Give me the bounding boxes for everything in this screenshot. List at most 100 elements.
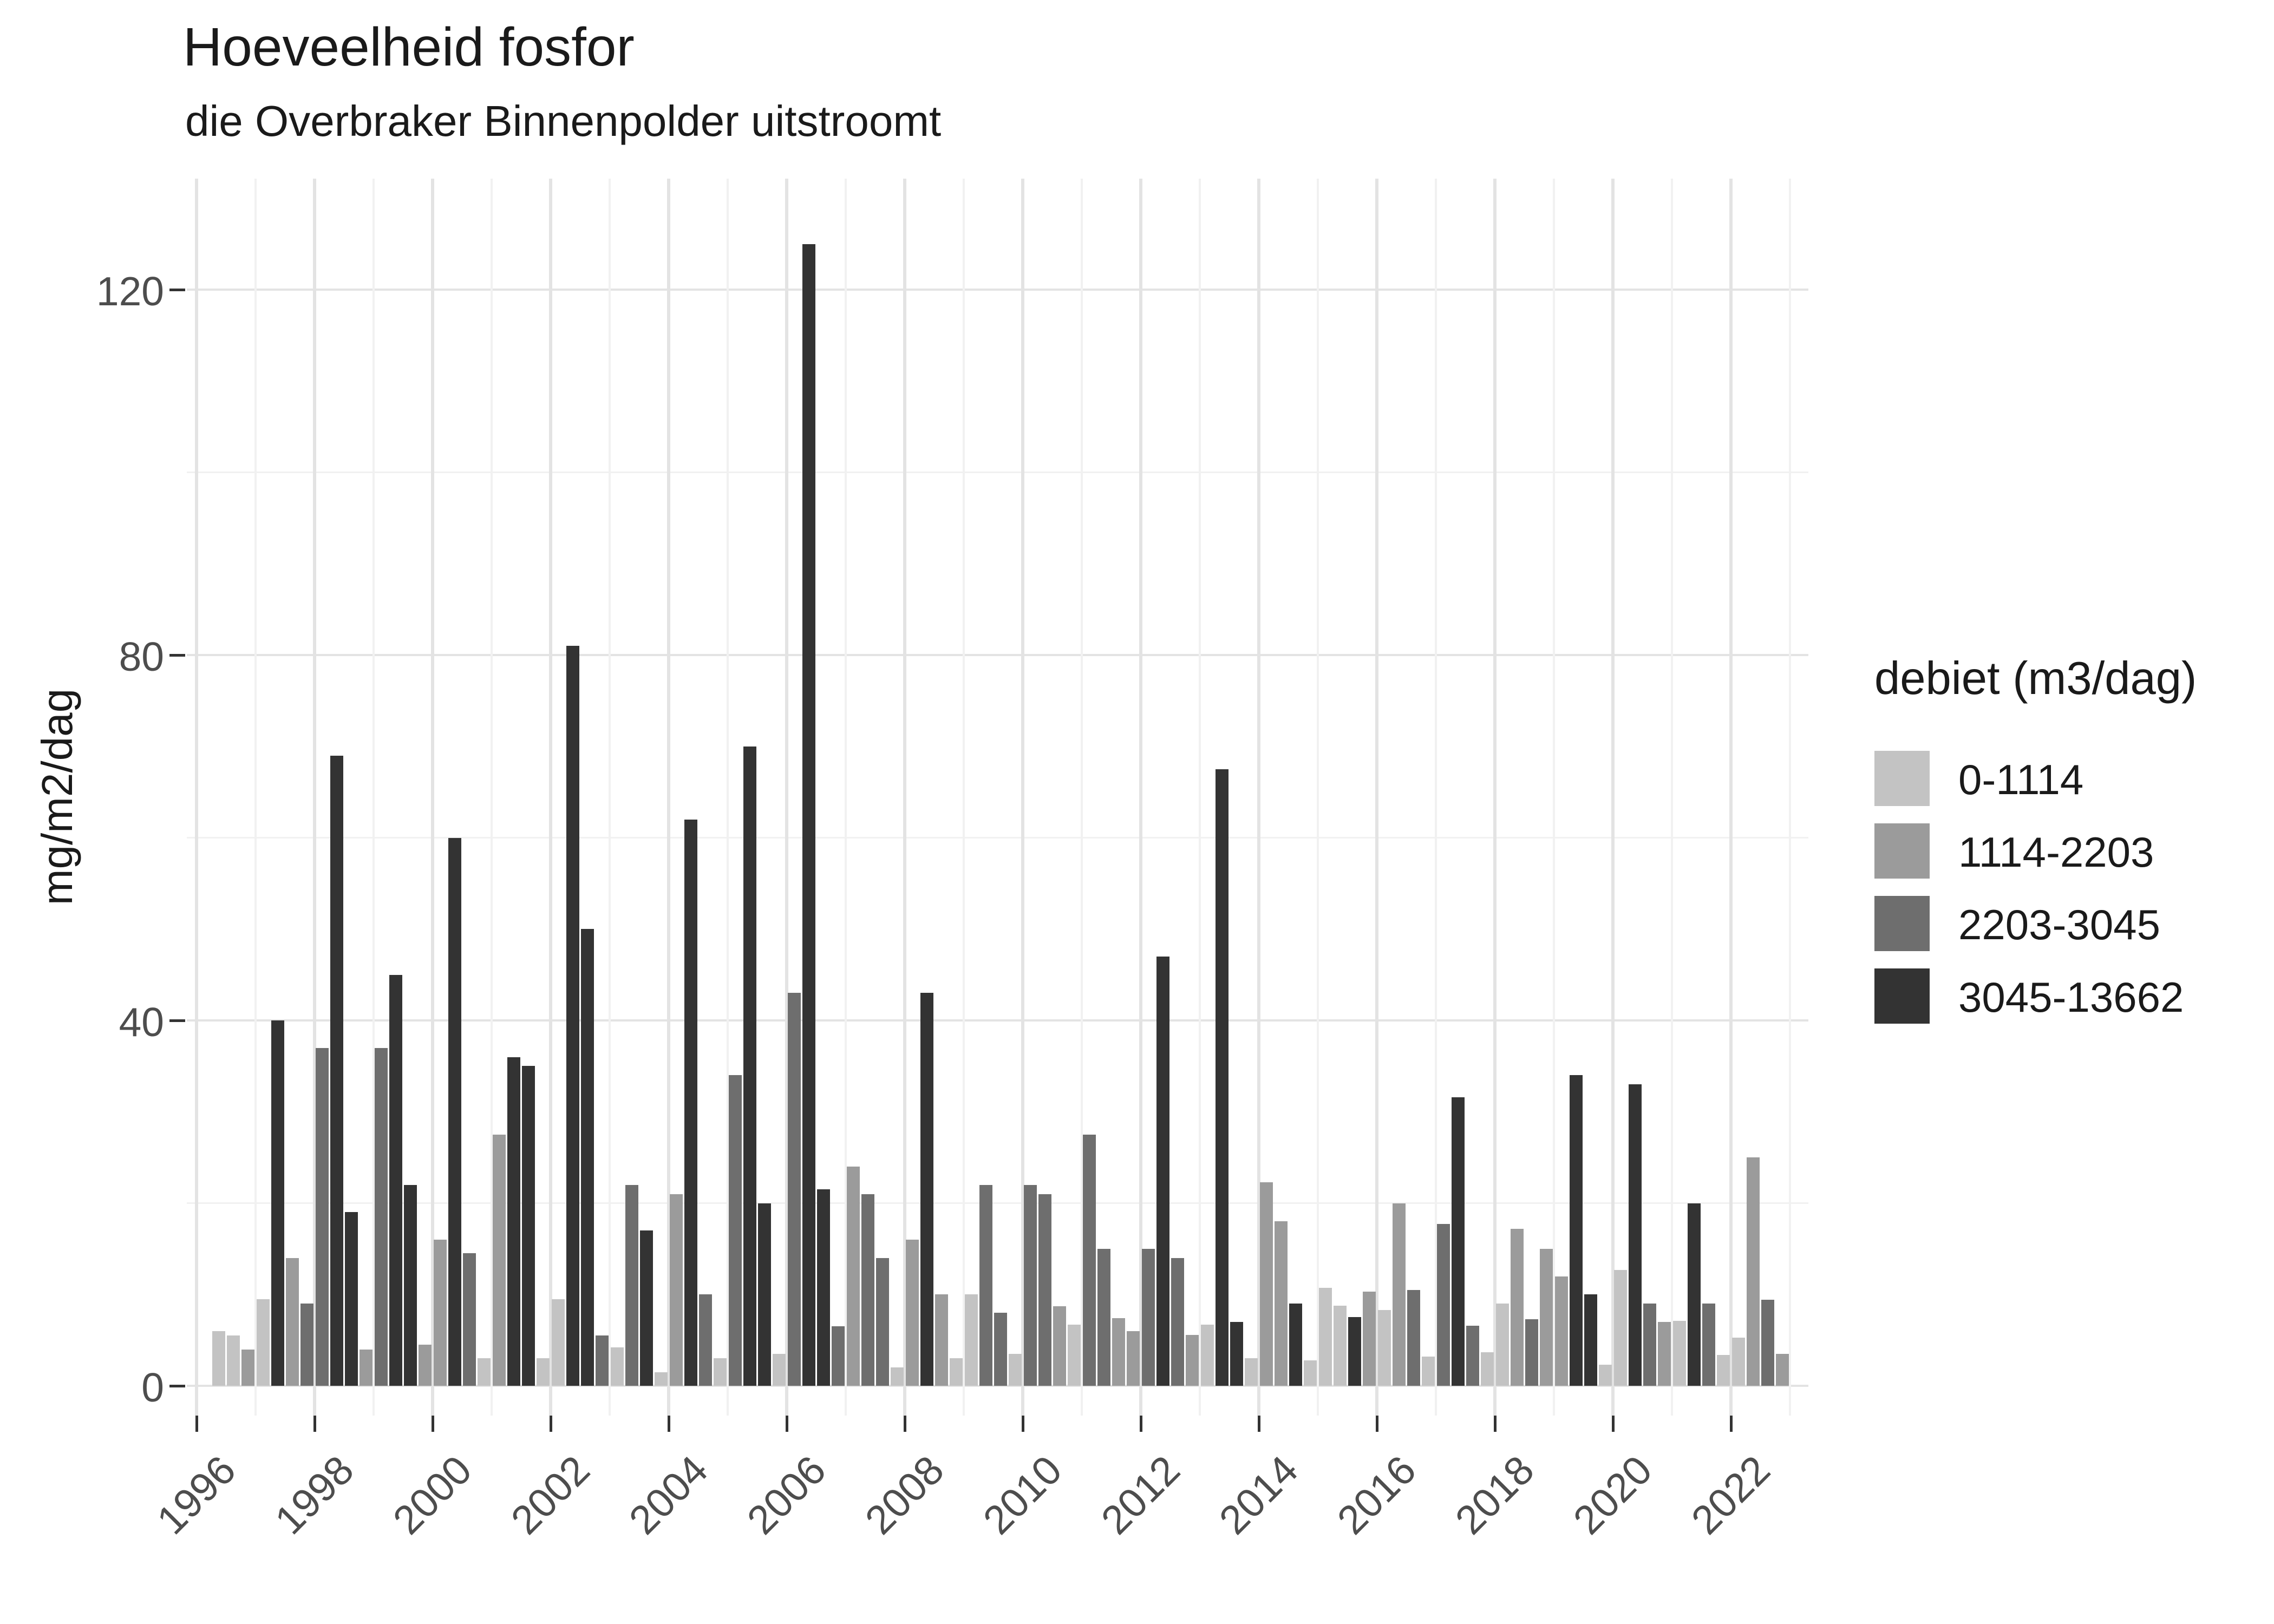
bar <box>1009 1353 1022 1386</box>
legend-item: 0-1114 <box>1874 743 2264 816</box>
bar <box>1495 1304 1509 1386</box>
bar <box>787 993 801 1386</box>
x-axis-label: 2012 <box>1092 1446 1189 1543</box>
bar <box>330 755 343 1386</box>
x-axis-tick <box>1729 1416 1733 1432</box>
bar <box>1200 1324 1214 1386</box>
bar <box>345 1212 358 1386</box>
bar <box>551 1299 565 1386</box>
bar <box>714 1358 727 1386</box>
bar <box>389 974 402 1386</box>
bar <box>1584 1294 1597 1386</box>
bar <box>463 1253 476 1386</box>
bar <box>1658 1321 1671 1386</box>
legend: debiet (m3/dag) 0-1114 1114-2203 2203-3045… <box>1874 652 2264 1033</box>
gridline-h-major <box>187 289 1808 291</box>
bar <box>212 1331 225 1386</box>
gridline-h-major <box>187 1385 1808 1387</box>
x-axis-label: 2006 <box>738 1446 835 1543</box>
legend-swatch-1114-2203 <box>1874 823 1930 879</box>
bar <box>699 1294 712 1386</box>
bar <box>1156 956 1169 1386</box>
gridline-v-minor <box>1435 179 1437 1416</box>
bar <box>669 1194 683 1386</box>
gridline-v-minor <box>845 179 847 1416</box>
bar <box>1230 1321 1243 1386</box>
bar <box>537 1358 550 1386</box>
bar <box>478 1358 491 1386</box>
bar <box>256 1299 270 1386</box>
x-axis-label: 2010 <box>974 1446 1071 1543</box>
bar <box>1363 1292 1376 1386</box>
bar <box>300 1304 314 1386</box>
bar <box>1776 1353 1789 1386</box>
x-axis-label: 2008 <box>856 1446 953 1543</box>
bar <box>979 1184 992 1386</box>
bar <box>1348 1317 1361 1386</box>
bar <box>581 929 594 1386</box>
x-axis-label: 2002 <box>502 1446 599 1543</box>
gridline-v-minor <box>727 179 729 1416</box>
bar <box>1068 1324 1081 1386</box>
bar <box>964 1294 978 1386</box>
bar <box>743 746 756 1386</box>
x-axis-label: 2004 <box>620 1446 717 1543</box>
x-axis-tick <box>431 1416 434 1432</box>
x-axis-label: 1996 <box>148 1446 245 1543</box>
bar <box>950 1358 963 1386</box>
gridline-v-major <box>1611 179 1615 1416</box>
gridline-v-major <box>195 179 198 1416</box>
bar <box>1215 769 1229 1386</box>
bar <box>1525 1319 1538 1386</box>
bar <box>315 1047 329 1386</box>
bar <box>433 1240 447 1386</box>
x-axis-label: 2016 <box>1328 1446 1425 1543</box>
page-title: Hoeveelheid fosfor <box>183 17 635 77</box>
gridline-v-major <box>1493 179 1497 1416</box>
x-axis-tick <box>667 1416 670 1432</box>
bar <box>507 1057 520 1386</box>
x-axis-tick <box>1139 1416 1142 1432</box>
x-axis-tick <box>785 1416 788 1432</box>
gridline-v-major <box>1139 179 1142 1416</box>
y-axis-tick <box>169 653 185 657</box>
gridline-v-minor <box>1199 179 1201 1416</box>
y-axis-tick <box>169 1019 185 1022</box>
bar <box>846 1167 860 1386</box>
legend-item-label: 2203-3045 <box>1958 901 2161 948</box>
bar <box>227 1335 240 1386</box>
gridline-v-major <box>1729 179 1733 1416</box>
bar <box>1097 1248 1110 1386</box>
bar <box>1422 1357 1435 1386</box>
bar <box>817 1189 830 1386</box>
bar <box>655 1372 668 1386</box>
x-axis-tick <box>1021 1416 1024 1432</box>
x-axis-label: 2020 <box>1564 1446 1661 1543</box>
bar <box>1554 1276 1568 1386</box>
bar <box>1702 1304 1715 1386</box>
bar <box>1466 1325 1479 1386</box>
x-axis-label: 1998 <box>266 1446 363 1543</box>
bar <box>773 1353 786 1386</box>
bar <box>876 1258 889 1386</box>
legend-item-label: 0-1114 <box>1958 756 2084 803</box>
bar <box>1436 1224 1450 1386</box>
gridline-h-major <box>187 1019 1808 1021</box>
y-axis-title: mg/m2/dag <box>33 688 81 906</box>
x-axis-tick <box>549 1416 552 1432</box>
gridline-v-minor <box>1671 179 1673 1416</box>
gridline-v-major <box>1257 179 1260 1416</box>
bar <box>920 993 933 1386</box>
bar <box>1392 1203 1406 1386</box>
gridline-h-minor <box>187 837 1808 839</box>
y-axis-tick <box>169 288 185 291</box>
bar <box>1289 1304 1302 1386</box>
gridline-v-minor <box>963 179 965 1416</box>
gridline-v-minor <box>1317 179 1319 1416</box>
bar <box>1053 1306 1066 1386</box>
legend-item-label: 3045-13662 <box>1958 973 2184 1021</box>
legend-swatch-3045-13662 <box>1874 968 1930 1024</box>
legend-item-label: 1114-2203 <box>1958 828 2154 876</box>
bar <box>1171 1258 1184 1386</box>
